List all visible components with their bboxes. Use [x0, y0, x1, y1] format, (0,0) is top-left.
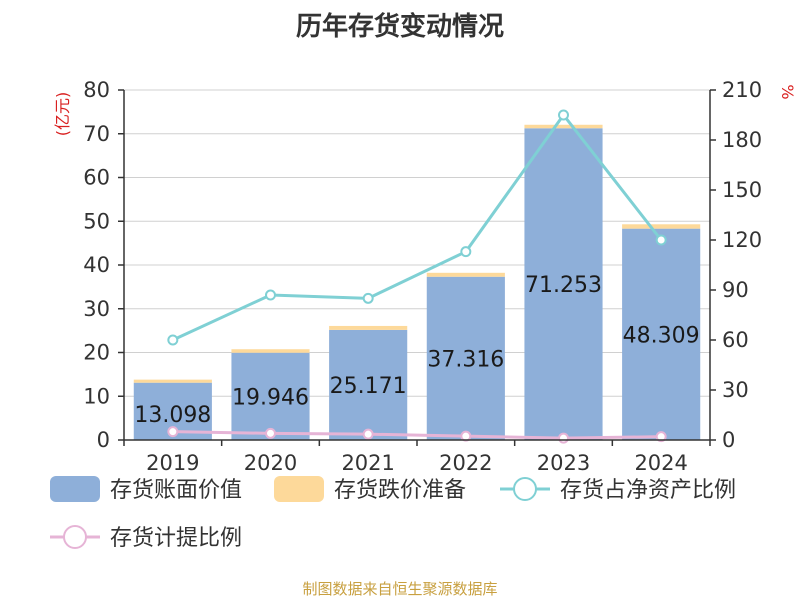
- legend-item-0[interactable]: 存货账面价值: [50, 476, 242, 503]
- left-tick-label: 70: [83, 122, 110, 146]
- legend-item-3[interactable]: 存货计提比例: [50, 525, 242, 551]
- right-axis-unit: %: [778, 84, 797, 99]
- data-source-note: 制图数据来自恒生聚源数据库: [302, 580, 498, 598]
- axes: 0 10 20 30 40 50 60 70 80 0 30 60 90 120 150 180 210 2019…: [53, 78, 797, 475]
- line-point: [460, 246, 472, 258]
- right-tick-label: 0: [722, 428, 735, 452]
- right-tick-label: 30: [722, 378, 749, 402]
- bar-impairment-reserve: [426, 272, 505, 277]
- bar-value-label: 71.253: [525, 273, 602, 298]
- left-tick-label: 20: [83, 341, 110, 365]
- right-tick-label: 90: [722, 278, 749, 302]
- x-tick-label: 2021: [341, 451, 394, 475]
- bar-book-value: [231, 352, 310, 440]
- left-tick-label: 50: [83, 209, 110, 233]
- left-tick-label: 60: [83, 166, 110, 190]
- legend-swatch-marker: [63, 525, 87, 549]
- bar-impairment-reserve: [329, 325, 408, 330]
- bar-impairment-reserve: [231, 349, 310, 353]
- x-tick-label: 2024: [634, 451, 687, 475]
- bar-impairment-reserve: [622, 224, 701, 229]
- legend-label: 存货计提比例: [110, 526, 242, 551]
- line-point: [362, 428, 374, 440]
- legend-item-1[interactable]: 存货跌价准备: [274, 476, 466, 503]
- bar-impairment-reserve: [133, 379, 212, 383]
- right-tick-label: 210: [722, 78, 762, 102]
- x-tick-label: 2022: [439, 451, 492, 475]
- x-tick-label: 2019: [146, 451, 199, 475]
- bar-value-label: 25.171: [330, 374, 407, 399]
- left-axis-unit: (亿元): [53, 92, 72, 137]
- gridlines: [124, 89, 710, 397]
- left-tick-label: 30: [83, 297, 110, 321]
- line-point: [655, 431, 667, 443]
- bar-value-label: 13.098: [134, 403, 211, 428]
- line-provision-ratio: [172, 430, 662, 440]
- bar-book-value: [426, 276, 505, 440]
- line-point: [558, 109, 569, 121]
- left-tick-label: 80: [83, 78, 110, 102]
- line-point: [167, 334, 179, 346]
- legend-swatch: [274, 476, 324, 502]
- legend-swatch: [50, 476, 100, 502]
- left-tick-label: 40: [83, 253, 110, 277]
- legend-label: 存货占净资产比例: [560, 478, 736, 503]
- bar-value-label: 37.316: [427, 347, 504, 372]
- x-tick-label: 2023: [537, 451, 590, 475]
- left-tick-label: 10: [83, 384, 110, 408]
- left-tick-label: 0: [97, 428, 110, 452]
- bar-value-label: 48.309: [623, 323, 700, 348]
- line-point: [655, 234, 667, 246]
- line-point: [265, 427, 276, 439]
- bar-book-value: [524, 128, 603, 440]
- legend-swatch-marker: [513, 477, 537, 501]
- right-tick-label: 180: [722, 128, 762, 152]
- bar-layer: 13.098 19.946 25.171 37.316 71.253 48.309: [133, 124, 701, 440]
- line-point: [558, 432, 569, 444]
- chart-title: 历年存货变动情况: [295, 12, 504, 42]
- legend-label: 存货账面价值: [110, 478, 242, 503]
- bar-book-value: [329, 329, 408, 440]
- legend-item-2[interactable]: 存货占净资产比例: [500, 477, 736, 503]
- x-tick-label: 2020: [244, 451, 297, 475]
- bar-value-label: 19.946: [232, 385, 309, 410]
- legend-label: 存货跌价准备: [334, 478, 466, 503]
- line-layer: [167, 109, 667, 444]
- bar-impairment-reserve: [524, 124, 603, 129]
- bar-book-value: [622, 228, 701, 440]
- line-inventory-to-net-assets: [172, 112, 663, 342]
- line-point: [362, 292, 374, 304]
- line-point: [167, 426, 179, 438]
- right-tick-label: 120: [722, 228, 762, 252]
- right-tick-label: 60: [722, 328, 749, 352]
- line-point: [265, 289, 276, 301]
- right-tick-label: 150: [722, 178, 762, 202]
